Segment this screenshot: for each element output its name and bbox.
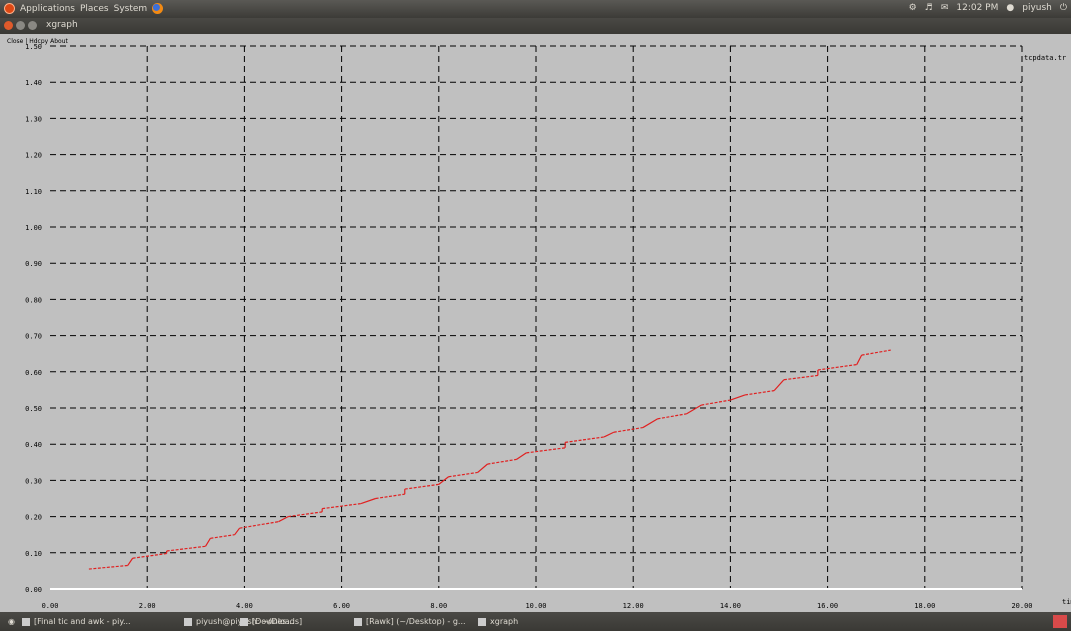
series-step — [730, 394, 746, 401]
series-segment — [166, 545, 206, 552]
x-tick-label: 2.00 — [139, 602, 156, 610]
series-step — [360, 497, 376, 505]
series-segment — [239, 521, 279, 529]
y-tick-label: 0.90 — [25, 260, 42, 268]
terminal-icon — [184, 617, 192, 626]
menu-system[interactable]: System — [113, 3, 148, 14]
series-segment — [487, 458, 517, 465]
series-segment — [817, 363, 857, 371]
series-step — [127, 557, 134, 566]
series-step — [686, 404, 702, 415]
x-tick-label: 4.00 — [236, 602, 253, 610]
firefox-icon[interactable] — [152, 3, 164, 14]
x-tick-label: 12.00 — [623, 602, 644, 610]
y-tick-label: 0.60 — [25, 369, 42, 377]
series-segment — [132, 552, 167, 559]
series-step — [477, 463, 488, 473]
y-tick-label: 0.00 — [25, 586, 42, 594]
series-segment — [613, 426, 644, 433]
x-tick-label: 16.00 — [817, 602, 838, 610]
series-segment — [404, 483, 439, 490]
hardcopy-button[interactable]: Hdcpy — [29, 38, 49, 45]
firefox-task-icon — [22, 617, 30, 626]
series-step — [856, 354, 863, 365]
series-step — [278, 516, 289, 523]
folder-icon — [240, 617, 248, 626]
legend-label: tcpdata.tr — [1024, 54, 1066, 62]
window-title: xgraph — [46, 20, 78, 30]
series-segment — [526, 447, 566, 454]
series-segment — [701, 399, 731, 406]
taskbar-item-xgraph[interactable]: xgraph — [474, 615, 534, 628]
top-panel: Applications Places System ⚙ ♬ ✉ 12:02 P… — [0, 0, 1071, 18]
series-segment — [375, 493, 405, 500]
series-segment — [657, 413, 687, 420]
mail-icon[interactable]: ✉ — [940, 3, 949, 13]
series-step — [603, 431, 615, 438]
minimize-window-icon[interactable] — [16, 21, 25, 30]
y-tick-label: 0.80 — [25, 296, 42, 304]
taskbar-item-firefox[interactable]: [Final tic and awk - piy... — [18, 615, 176, 628]
xgraph-plot: 0.00 0.10 0.20 0.30 0.40 0.50 0.60 0.70 0.80 0.90… — [25, 43, 1071, 610]
graph-menu: Close | Hdcpy About — [7, 38, 68, 45]
series-step — [516, 452, 527, 460]
x-tick-label: 14.00 — [720, 602, 741, 610]
y-tick-label: 1.50 — [25, 43, 42, 51]
user-icon[interactable]: ● — [1006, 3, 1015, 13]
y-tick-label: 0.10 — [25, 550, 42, 558]
menu-applications[interactable]: Applications — [20, 3, 75, 14]
user-name[interactable]: piyush — [1022, 3, 1052, 13]
y-tick-label: 0.20 — [25, 514, 42, 522]
close-button[interactable]: Close — [7, 38, 24, 45]
bottom-taskbar: ◉ [Final tic and awk - piy... piyush@piy… — [0, 612, 1071, 631]
y-tick-label: 0.40 — [25, 441, 42, 449]
y-tick-label: 1.00 — [25, 224, 42, 232]
xgraph-task-icon — [478, 617, 486, 626]
graph-area: 0.00 0.10 0.20 0.30 0.40 0.50 0.60 0.70 0.80 0.90… — [0, 34, 1071, 612]
x-tick-label: 18.00 — [914, 602, 935, 610]
show-desktop-icon[interactable]: ◉ — [8, 617, 15, 626]
ubuntu-logo-icon[interactable] — [4, 3, 15, 14]
series-step — [234, 527, 241, 536]
series-step — [205, 538, 211, 547]
series-segment — [783, 374, 818, 381]
y-tick-label: 1.40 — [25, 79, 42, 87]
window-titlebar[interactable]: xgraph — [0, 18, 1071, 34]
trash-icon[interactable] — [1053, 615, 1067, 628]
series-segment — [448, 471, 478, 478]
series-segment — [565, 436, 605, 443]
y-tick-label: 1.10 — [25, 188, 42, 196]
menu-places[interactable]: Places — [79, 3, 109, 14]
series-step — [438, 476, 449, 485]
close-window-icon[interactable] — [4, 21, 13, 30]
maximize-window-icon[interactable] — [28, 21, 37, 30]
series-segment — [322, 502, 362, 510]
y-tick-label: 1.30 — [25, 115, 42, 123]
series-segment — [288, 511, 323, 518]
editor-icon — [354, 617, 362, 626]
series-segment — [861, 349, 891, 356]
y-tick-label: 0.50 — [25, 405, 42, 413]
series-segment — [210, 534, 235, 539]
series-segment — [744, 390, 775, 396]
volume-icon[interactable]: ♬ — [924, 3, 933, 13]
x-tick-label: 0.00 — [42, 602, 59, 610]
y-tick-label: 0.70 — [25, 333, 42, 341]
series-segment — [88, 564, 128, 570]
clock[interactable]: 12:02 PM — [956, 3, 999, 13]
about-button[interactable]: About — [50, 38, 68, 45]
power-icon[interactable]: ⏻ — [1059, 3, 1067, 13]
network-icon[interactable]: ⚙ — [908, 3, 917, 13]
x-tick-label: 6.00 — [333, 602, 350, 610]
x-tick-label: 8.00 — [430, 602, 447, 610]
x-tick-label: 20.00 — [1011, 602, 1032, 610]
taskbar-item-downloads[interactable]: [Downloads] — [236, 615, 336, 628]
series-step — [642, 418, 658, 429]
y-tick-label: 0.30 — [25, 477, 42, 485]
y-tick-label: 1.20 — [25, 152, 42, 160]
x-axis-label: time — [1062, 598, 1071, 606]
taskbar-item-gedit[interactable]: [Rawk] (~/Desktop) - g... — [350, 615, 490, 628]
series-step — [773, 379, 785, 392]
x-tick-label: 10.00 — [525, 602, 546, 610]
